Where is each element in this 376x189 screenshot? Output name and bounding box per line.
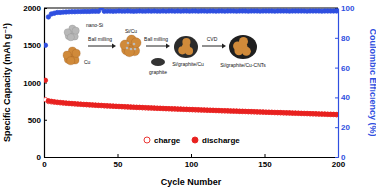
annotation: CVD: [207, 36, 218, 42]
inset-arrow: [146, 46, 166, 47]
tick: 40: [335, 93, 350, 102]
inset-particle: [182, 38, 190, 46]
data-point: [334, 112, 338, 116]
tick-label: 0: [341, 153, 346, 162]
data-point: [44, 78, 48, 82]
inset-particle: [126, 47, 129, 50]
series: [44, 8, 338, 47]
tick-label: 0: [42, 160, 47, 169]
inset-particle: [131, 38, 141, 48]
tick-label: 80: [341, 34, 350, 43]
inset-composite: [174, 36, 198, 58]
inset: [63, 25, 257, 66]
legend-marker: [192, 137, 198, 143]
inset-particle: [72, 49, 80, 57]
frame-top: [44, 7, 338, 8]
inset-particle: [133, 43, 136, 46]
inset-particle: [127, 42, 130, 45]
annotation: Si/graphite/Cu: [172, 61, 204, 67]
tick-label: 0: [37, 153, 42, 162]
inset-composite: [229, 35, 257, 59]
y2-axis-title: Coulombic Efficiency (%): [368, 28, 376, 136]
inset-arrow: [202, 46, 222, 47]
data-point: [334, 9, 338, 13]
inset-particle: [233, 42, 242, 51]
data-point: [334, 113, 338, 117]
inset-particle: [124, 47, 134, 57]
inset-particle: [242, 47, 251, 56]
tick-label: 60: [341, 64, 350, 73]
chart: 0501001502000500100015002000020406080100…: [0, 0, 376, 189]
tick: 1500: [23, 41, 47, 50]
tick-mark: [335, 68, 338, 69]
tick-mark: [335, 38, 338, 39]
legend-label: charge: [154, 136, 181, 145]
tick: 80: [335, 34, 350, 43]
annotation: graphite: [149, 69, 167, 75]
annotation: Cu: [84, 59, 91, 65]
inset-particle: [67, 57, 75, 65]
tick: 0: [335, 153, 346, 162]
tick-mark: [335, 157, 338, 158]
y2-axis-line: [338, 9, 339, 158]
annotation: Si/Cu: [125, 28, 137, 34]
tick-label: 150: [258, 160, 272, 169]
inset-particle: [67, 34, 74, 41]
tick: 100: [185, 154, 199, 169]
data-point: [44, 43, 48, 47]
tick-mark: [44, 157, 47, 158]
tick: 150: [258, 154, 272, 169]
tick: 500: [28, 116, 47, 125]
inset-arrowhead: [222, 44, 226, 49]
inset-particle: [185, 47, 193, 55]
tick: 20: [335, 123, 350, 132]
annotation: Ball milling: [144, 36, 168, 42]
legend-label: discharge: [202, 136, 240, 145]
tick-label: 20: [341, 123, 350, 132]
tick-mark: [335, 127, 338, 128]
legend: charge discharge: [144, 136, 240, 145]
tick-mark: [191, 154, 192, 157]
legend-marker: [144, 137, 150, 143]
tick: 50: [114, 154, 123, 169]
tick-mark: [118, 154, 119, 157]
annotation: nano-Si: [86, 22, 103, 28]
inset-particle: [72, 27, 79, 34]
tick-label: 500: [28, 116, 42, 125]
y-axis-title: Specific Capacity (mAh g⁻¹): [2, 23, 12, 142]
series: [44, 78, 338, 117]
tick-label: 1500: [23, 41, 41, 50]
tick-label: 40: [341, 93, 350, 102]
tick-label: 1000: [23, 79, 41, 88]
tick: 60: [335, 64, 350, 73]
tick-label: 100: [185, 160, 199, 169]
inset-particle: [130, 48, 133, 51]
series: [44, 97, 338, 117]
inset-graphite: [151, 58, 165, 66]
tick: 0: [37, 153, 47, 162]
tick-label: 50: [114, 160, 123, 169]
annotation: Si/graphite/Cu-CNTs: [220, 62, 266, 68]
inset-arrowhead: [166, 44, 170, 49]
tick-label: 100: [341, 4, 355, 13]
chart-container: 0501001502000500100015002000020406080100…: [0, 0, 376, 189]
tick-mark: [44, 120, 47, 121]
tick: 2000: [23, 4, 47, 13]
inset-particle: [134, 48, 137, 51]
tick-label: 2000: [23, 4, 41, 13]
y-axis: 0 500 1000 1500 2000: [23, 4, 47, 162]
tick-mark: [265, 154, 266, 157]
inset-arrow: [88, 46, 112, 47]
tick-mark: [335, 97, 338, 98]
plot-area: [44, 8, 338, 117]
y2-axis: 0 20 40 60 80 100: [335, 4, 355, 162]
tick: 1000: [23, 79, 47, 88]
annotation: Ball milling: [88, 36, 112, 42]
inset-arrowhead: [112, 44, 116, 49]
x-axis-title: Cycle Number: [161, 177, 222, 187]
x-axis-line: [45, 157, 339, 158]
x-axis: 050100150200: [42, 154, 345, 169]
